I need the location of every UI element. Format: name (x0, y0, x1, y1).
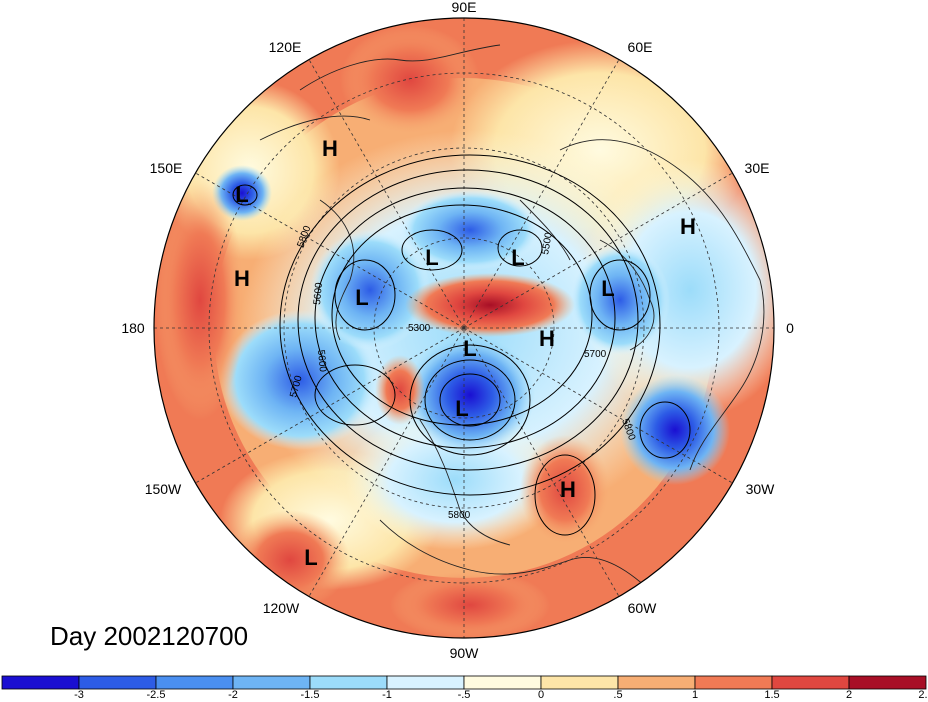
colorbar-swatch (78, 675, 157, 690)
pressure-center: L (511, 245, 524, 270)
pressure-center: L (455, 396, 468, 421)
lon-label: 150W (145, 481, 182, 497)
lon-label: 0 (786, 320, 794, 336)
lon-label: 120W (263, 600, 300, 616)
lon-label: 60E (628, 39, 653, 55)
colorbar-tick-label: 2 (846, 689, 852, 701)
colorbar-tick-label: .5 (613, 689, 622, 701)
lon-label: 90E (452, 0, 477, 15)
map-border (153, 17, 775, 639)
colorbar-swatch (694, 675, 773, 690)
contour-label: 5700 (584, 349, 607, 360)
contour-label: 5500 (540, 231, 555, 255)
pressure-center: L (463, 336, 476, 361)
pressure-center: H (560, 477, 576, 502)
pressure-center: H (234, 266, 250, 291)
pressure-center: L (355, 285, 368, 310)
colorbar-swatch (309, 675, 388, 690)
pressure-center: L (304, 545, 317, 570)
graticule (154, 18, 774, 638)
lon-label: 60W (628, 600, 658, 616)
pressure-centers: H L L L L H H L L L H H L (234, 136, 696, 570)
contour-label: 5600 (315, 349, 328, 373)
colorbar-swatch (386, 675, 465, 690)
lon-label: 90W (450, 645, 480, 661)
colorbar-tick-label: 0 (538, 689, 544, 701)
colorbar-tick-label: -1.5 (301, 689, 320, 701)
lon-label: 30W (746, 481, 776, 497)
colorbar-tick-label: -.5 (458, 689, 471, 701)
colorbar-swatch (1, 675, 80, 690)
lon-label: 150E (150, 160, 183, 176)
lon-label: 30E (745, 160, 770, 176)
colorbar-tick-label: -2 (228, 689, 238, 701)
pressure-center: H (539, 326, 555, 351)
day-title: Day 2002120700 (50, 621, 248, 651)
pressure-center: L (425, 245, 438, 270)
lon-label: 120E (269, 39, 302, 55)
colorbar-tick-label: 2.5 (918, 689, 928, 701)
colorbar-tick-label: -3 (74, 689, 84, 701)
colorbar-swatch (232, 675, 311, 690)
colorbar-swatch (540, 675, 619, 690)
pressure-center: L (601, 276, 614, 301)
colorbar-swatch (617, 675, 696, 690)
colorbar-tick-label: 1 (692, 689, 698, 701)
colorbar-swatch (463, 675, 542, 690)
pressure-center: H (680, 214, 696, 239)
contour-label: 5800 (448, 510, 471, 521)
lon-label: 180 (121, 320, 145, 336)
pressure-center: H (322, 136, 338, 161)
colorbar: -3-2.5-2-1.5-1-.50.511.522.53 (1, 675, 928, 701)
colorbar-swatch (155, 675, 234, 690)
colorbar-swatch (848, 675, 927, 690)
contour-label: 5300 (408, 323, 431, 334)
colorbar-tick-label: -2.5 (147, 689, 166, 701)
contour-label: 5600 (312, 282, 325, 306)
colorbar-swatch (771, 675, 850, 690)
colorbar-tick-label: 1.5 (764, 689, 779, 701)
height-contours (232, 154, 691, 536)
colorbar-tick-label: -1 (382, 689, 392, 701)
longitude-labels: 90E 60E 30E 0 30W 60W 90W 120W 150W 180 … (121, 0, 794, 661)
pressure-center: L (235, 182, 248, 207)
